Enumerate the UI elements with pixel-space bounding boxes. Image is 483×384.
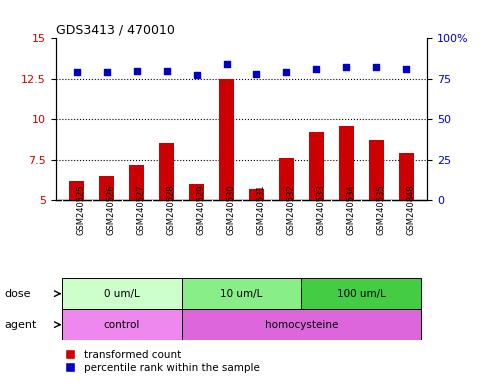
Bar bbox=[159, 144, 174, 200]
Bar bbox=[219, 79, 234, 200]
Text: GSM240527: GSM240527 bbox=[137, 184, 145, 235]
Bar bbox=[182, 278, 301, 309]
Text: GSM240531: GSM240531 bbox=[256, 184, 266, 235]
Bar bbox=[182, 309, 422, 340]
Point bbox=[193, 72, 200, 78]
Point bbox=[163, 68, 170, 74]
Point bbox=[103, 69, 111, 75]
Bar bbox=[309, 132, 324, 200]
Text: GSM240848: GSM240848 bbox=[407, 184, 415, 235]
Point bbox=[133, 68, 141, 74]
Text: GSM240534: GSM240534 bbox=[346, 184, 355, 235]
Text: 0 um/L: 0 um/L bbox=[104, 289, 140, 299]
Text: GSM240529: GSM240529 bbox=[197, 184, 205, 235]
Text: agent: agent bbox=[5, 319, 37, 329]
Text: GSM240528: GSM240528 bbox=[167, 184, 175, 235]
Text: GDS3413 / 470010: GDS3413 / 470010 bbox=[56, 24, 174, 37]
Bar bbox=[339, 126, 354, 200]
Text: GSM240530: GSM240530 bbox=[227, 184, 236, 235]
Text: GSM240535: GSM240535 bbox=[376, 184, 385, 235]
Bar bbox=[69, 181, 84, 200]
Point bbox=[342, 64, 350, 70]
Bar bbox=[99, 176, 114, 200]
Text: dose: dose bbox=[5, 289, 31, 299]
Point bbox=[253, 71, 260, 77]
Point bbox=[72, 69, 80, 75]
Text: homocysteine: homocysteine bbox=[265, 319, 338, 329]
Bar bbox=[249, 189, 264, 200]
Text: GSM240526: GSM240526 bbox=[107, 184, 115, 235]
Bar bbox=[279, 158, 294, 200]
Point bbox=[372, 64, 380, 70]
Text: GSM240525: GSM240525 bbox=[76, 184, 85, 235]
Bar bbox=[301, 278, 422, 309]
Text: control: control bbox=[103, 319, 140, 329]
Text: GSM240532: GSM240532 bbox=[286, 184, 296, 235]
Text: 100 um/L: 100 um/L bbox=[337, 289, 386, 299]
Point bbox=[283, 69, 290, 75]
Bar bbox=[399, 153, 414, 200]
Bar bbox=[369, 140, 384, 200]
Bar bbox=[189, 184, 204, 200]
Text: 10 um/L: 10 um/L bbox=[220, 289, 263, 299]
Bar bbox=[61, 309, 182, 340]
Point bbox=[403, 66, 411, 72]
Bar bbox=[129, 164, 144, 200]
Bar bbox=[61, 278, 182, 309]
Legend: transformed count, percentile rank within the sample: transformed count, percentile rank withi… bbox=[61, 345, 264, 377]
Point bbox=[223, 61, 230, 67]
Point bbox=[313, 66, 320, 72]
Text: GSM240533: GSM240533 bbox=[316, 184, 326, 235]
